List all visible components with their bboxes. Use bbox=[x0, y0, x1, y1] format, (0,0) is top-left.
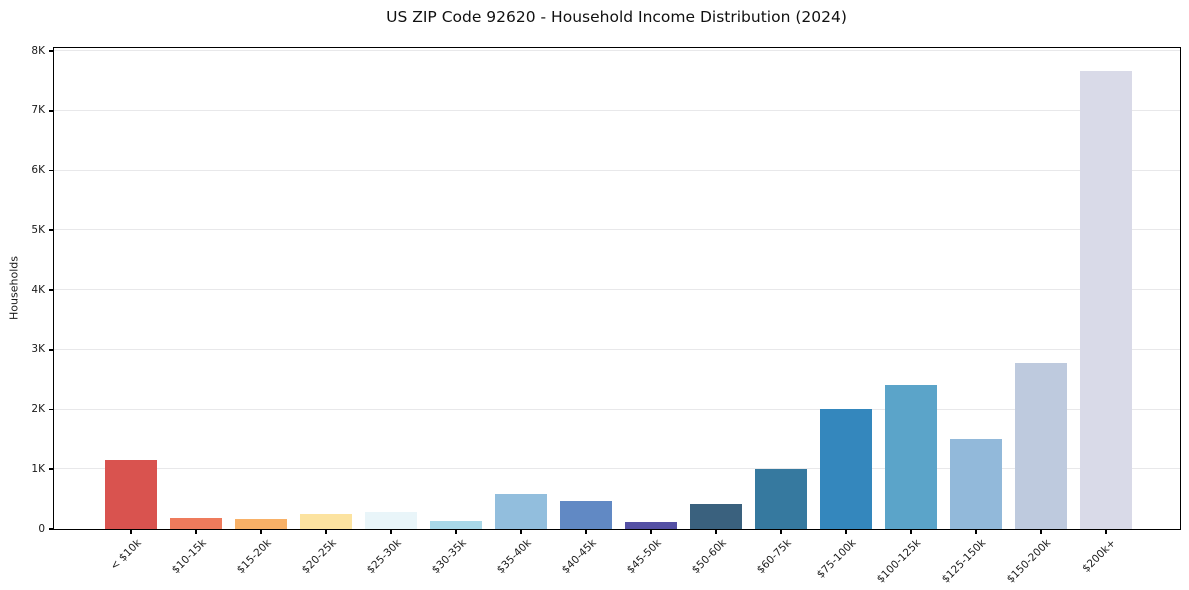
bar-50-60k bbox=[690, 503, 742, 529]
bar-100-125k bbox=[885, 385, 937, 529]
x-tick-mark bbox=[910, 529, 912, 534]
y-tick-mark bbox=[49, 229, 54, 232]
gridline-3K bbox=[54, 348, 1180, 350]
y-tick-mark bbox=[49, 169, 54, 172]
x-tick-mark bbox=[845, 529, 847, 534]
y-tick-label: 8K bbox=[31, 44, 45, 57]
y-tick-mark bbox=[49, 528, 54, 530]
x-tick-mark bbox=[1040, 529, 1042, 534]
bar-40-45k bbox=[560, 500, 612, 529]
gridline-1K bbox=[54, 468, 1180, 470]
x-tick-mark bbox=[975, 529, 977, 534]
x-tick-mark bbox=[390, 529, 392, 534]
bar-150-200k bbox=[1015, 362, 1067, 529]
x-tick-label: $125-150k bbox=[939, 537, 989, 586]
x-tick-mark bbox=[325, 529, 327, 534]
x-tick-label: $15-20k bbox=[234, 537, 274, 577]
x-tick-mark bbox=[715, 529, 717, 534]
x-tick-label: $60-75k bbox=[754, 537, 794, 577]
x-tick-label: $50-60k bbox=[689, 537, 729, 577]
gridline-5K bbox=[54, 229, 1180, 231]
bar-125-150k bbox=[950, 438, 1002, 529]
x-tick-label: $45-50k bbox=[624, 537, 664, 577]
x-tick-label: $20-25k bbox=[299, 537, 339, 577]
x-tick-mark bbox=[780, 529, 782, 534]
plot-area: 0 1K 2K 3K 4K 5K 6K 7K 8K < $10k $10-15k $15-20k $20… bbox=[31, 45, 1181, 586]
y-axis-label: Households bbox=[7, 255, 21, 320]
x-tick-label: $75-100k bbox=[814, 537, 859, 581]
y-tick-label: 0 bbox=[38, 522, 45, 535]
y-tick-mark bbox=[49, 289, 54, 291]
y-tick-label: 2K bbox=[31, 403, 45, 415]
chart-title: US ZIP Code 92620 - Household Income Dis… bbox=[386, 8, 847, 26]
bar-15-20k bbox=[235, 518, 287, 529]
bar-45-50k bbox=[625, 521, 677, 529]
gridline-8K bbox=[54, 50, 1180, 51]
gridline-4K bbox=[54, 289, 1180, 290]
x-tick-mark bbox=[1105, 529, 1107, 534]
gridline-2K bbox=[54, 408, 1180, 410]
x-tick-mark bbox=[260, 529, 262, 534]
bar-10k bbox=[105, 460, 157, 529]
x-tick-label: $150-200k bbox=[1004, 537, 1054, 586]
y-tick-label: 4K bbox=[31, 283, 45, 296]
y-tick-label: 6K bbox=[31, 164, 45, 176]
y-tick-mark bbox=[49, 109, 54, 112]
y-tick-mark bbox=[49, 50, 54, 52]
gridline-6K bbox=[54, 169, 1180, 171]
bar-10-15k bbox=[170, 517, 222, 529]
x-tick-label: $40-45k bbox=[559, 537, 599, 577]
y-tick-mark bbox=[49, 468, 54, 471]
x-tick-label: $25-30k bbox=[364, 537, 404, 577]
y-tick-label: 7K bbox=[31, 104, 45, 117]
y-axis-label-wrap: Households bbox=[0, 47, 28, 528]
bar-75-100k bbox=[820, 408, 872, 529]
x-tick-label: $10-15k bbox=[169, 537, 209, 577]
x-tick-mark bbox=[585, 529, 587, 534]
y-tick-mark bbox=[49, 408, 54, 411]
gridline-7K bbox=[54, 109, 1180, 111]
x-tick-mark bbox=[130, 529, 132, 534]
y-tick-label: 1K bbox=[31, 462, 45, 475]
x-tick-mark bbox=[455, 529, 457, 534]
x-tick-mark bbox=[195, 529, 197, 534]
bar-60-75k bbox=[755, 469, 807, 529]
bar-30-35k bbox=[430, 520, 482, 529]
x-tick-mark bbox=[650, 529, 652, 534]
bar-35-40k bbox=[495, 494, 547, 529]
x-tick-label: $200k+ bbox=[1080, 537, 1119, 575]
bar-20-25k bbox=[300, 514, 352, 529]
x-tick-label: $30-35k bbox=[429, 537, 469, 577]
x-tick-label: < $10k bbox=[107, 537, 144, 573]
y-tick-label: 3K bbox=[31, 343, 45, 356]
x-tick-label: $35-40k bbox=[494, 537, 534, 577]
x-tick-mark bbox=[520, 529, 522, 534]
y-tick-label: 5K bbox=[31, 223, 45, 236]
bar-200k bbox=[1080, 71, 1132, 529]
y-tick-mark bbox=[49, 348, 54, 351]
x-tick-label: $100-125k bbox=[874, 537, 924, 586]
bar-25-30k bbox=[365, 511, 417, 529]
